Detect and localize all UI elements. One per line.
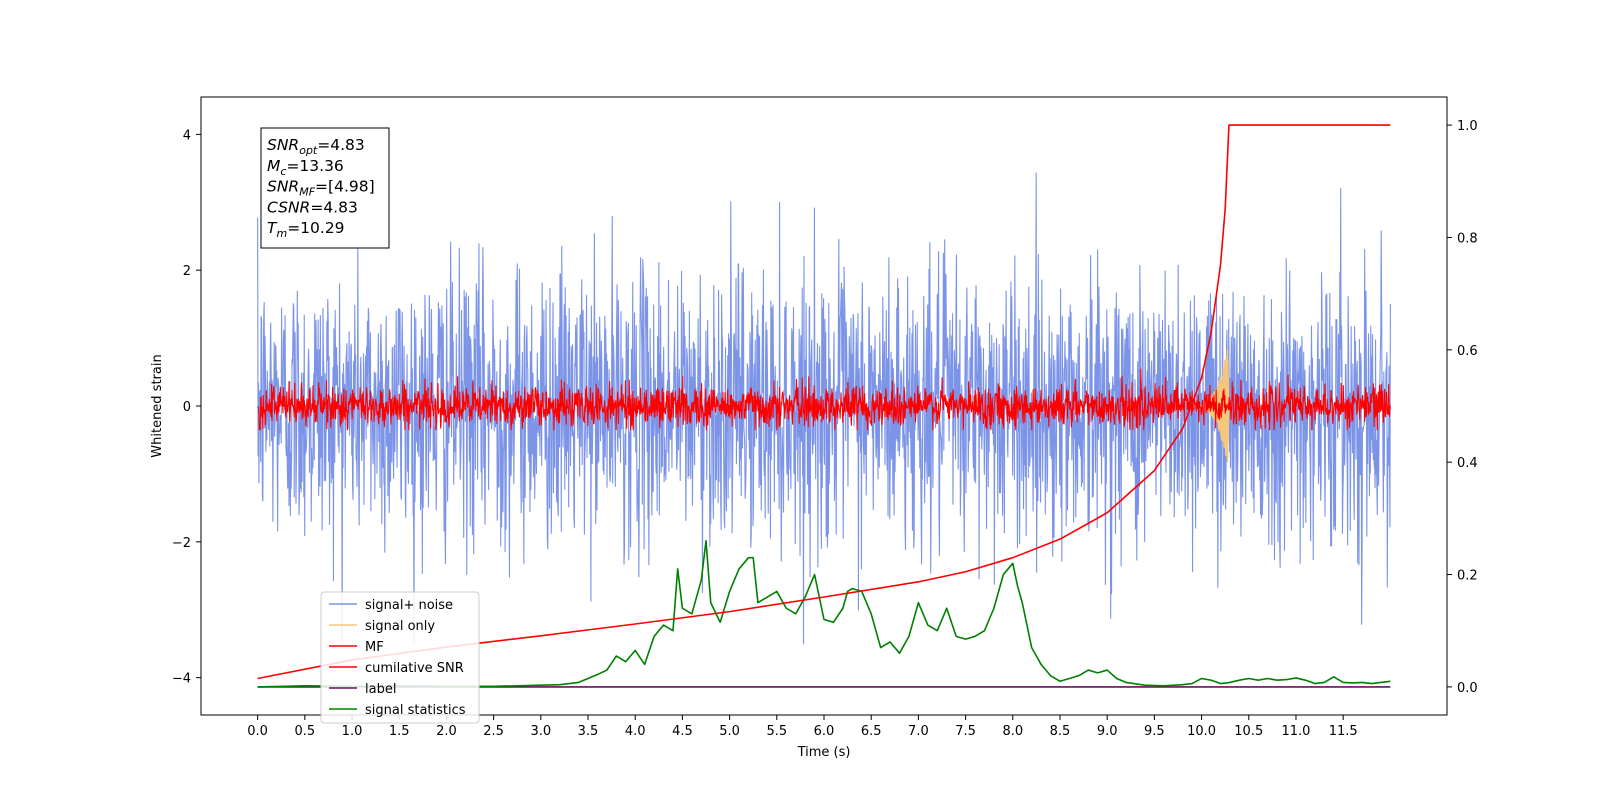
- annotation-line: SNRopt=4.83: [267, 136, 365, 157]
- y2-tick-label: 0.8: [1457, 231, 1478, 246]
- x-tick-label: 8.0: [1002, 724, 1023, 739]
- x-tick-label: 4.0: [625, 724, 646, 739]
- x-tick-label: 6.0: [814, 724, 835, 739]
- legend: signal+ noise signal only MF cumilative SNR…: [320, 591, 480, 724]
- annotation-line: Tm=10.29: [267, 219, 345, 240]
- x-tick-label: 4.5: [672, 724, 693, 739]
- annotation-symbol: M: [267, 157, 280, 175]
- x-tick-label: 1.5: [389, 724, 410, 739]
- x-tick-label: 5.5: [766, 724, 787, 739]
- x-tick-label: 6.5: [861, 724, 882, 739]
- x-tick-label: 9.5: [1144, 724, 1165, 739]
- legend-label: label: [365, 682, 396, 697]
- x-tick-label: 11.0: [1281, 724, 1310, 739]
- annotation-symbol: T: [267, 219, 278, 237]
- annotation-line: SNRMF=[4.98]: [267, 178, 375, 199]
- x-tick-label: 3.5: [578, 724, 599, 739]
- annotation-subscript: MF: [299, 186, 315, 199]
- y2-tick-label: 0.6: [1457, 344, 1478, 359]
- y-tick-label: −4: [172, 672, 191, 687]
- legend-label: signal only: [365, 619, 435, 634]
- y-tick-label: 4: [183, 128, 191, 143]
- y-axis-label: Whitened strain: [150, 354, 165, 457]
- y2-tick-label: 0.2: [1457, 569, 1478, 584]
- x-tick-label: 10.0: [1187, 724, 1216, 739]
- legend-label: signal+ noise: [365, 598, 453, 613]
- annotation-value: =10.29: [287, 219, 344, 237]
- annotation-box: SNRopt=4.83Mc=13.36SNRMF=[4.98]CSNR=4.83…: [260, 127, 390, 249]
- axes-layer: 0.0 0.5 1.0 1.5 2.0 2.5 3.0 3.5 4.0 4.5 5.0 5.5 6.0 6…: [172, 119, 1478, 739]
- legend-label: MF: [365, 640, 384, 655]
- annotation-symbol: SNR: [267, 136, 299, 154]
- x-tick-label: 0.5: [294, 724, 315, 739]
- x-tick-label: 2.0: [436, 724, 457, 739]
- y-tick-label: 0: [183, 400, 191, 415]
- x-tick-label: 2.5: [483, 724, 504, 739]
- annotation-symbol: CSNR: [267, 198, 310, 216]
- x-tick-label: 9.0: [1097, 724, 1118, 739]
- legend-label: cumilative SNR: [365, 661, 464, 676]
- annotation-value: =[4.98]: [315, 178, 375, 196]
- annotation-subscript: c: [280, 165, 286, 178]
- x-tick-label: 8.5: [1050, 724, 1071, 739]
- y2-tick-label: 0.4: [1457, 456, 1478, 471]
- series-signal-noise: [257, 172, 1391, 645]
- y2-tick-label: 1.0: [1457, 119, 1478, 134]
- annotation-symbol: SNR: [267, 178, 299, 196]
- x-tick-label: 7.5: [955, 724, 976, 739]
- x-tick-label: 1.0: [342, 724, 363, 739]
- x-tick-label: 0.0: [247, 724, 268, 739]
- annotation-frame: [260, 127, 390, 249]
- x-tick-label: 5.0: [719, 724, 740, 739]
- y2-tick-label: 0.0: [1457, 681, 1478, 696]
- annotation-subscript: m: [276, 227, 287, 240]
- x-tick-label: 10.5: [1234, 724, 1263, 739]
- x-tick-label: 3.0: [530, 724, 551, 739]
- annotation-value: =4.83: [310, 198, 358, 216]
- legend-frame: [320, 591, 480, 724]
- x-tick-label: 11.5: [1329, 724, 1358, 739]
- annotation-subscript: opt: [299, 144, 318, 157]
- annotation-line: Mc=13.36: [267, 157, 344, 178]
- annotation-line: CSNR=4.83: [267, 198, 358, 216]
- x-axis-label: Time (s): [797, 745, 851, 760]
- x-tick-label: 7.0: [908, 724, 929, 739]
- series-mf: [257, 368, 1391, 431]
- legend-label: signal statistics: [365, 703, 466, 718]
- series-cumilative-snr: [257, 124, 1391, 680]
- annotation-value: =13.36: [286, 157, 343, 175]
- y-tick-label: 2: [183, 264, 191, 279]
- annotation-value: =4.83: [317, 136, 365, 154]
- y-tick-label: −2: [172, 536, 191, 551]
- series-signal-statistics: [257, 540, 1391, 688]
